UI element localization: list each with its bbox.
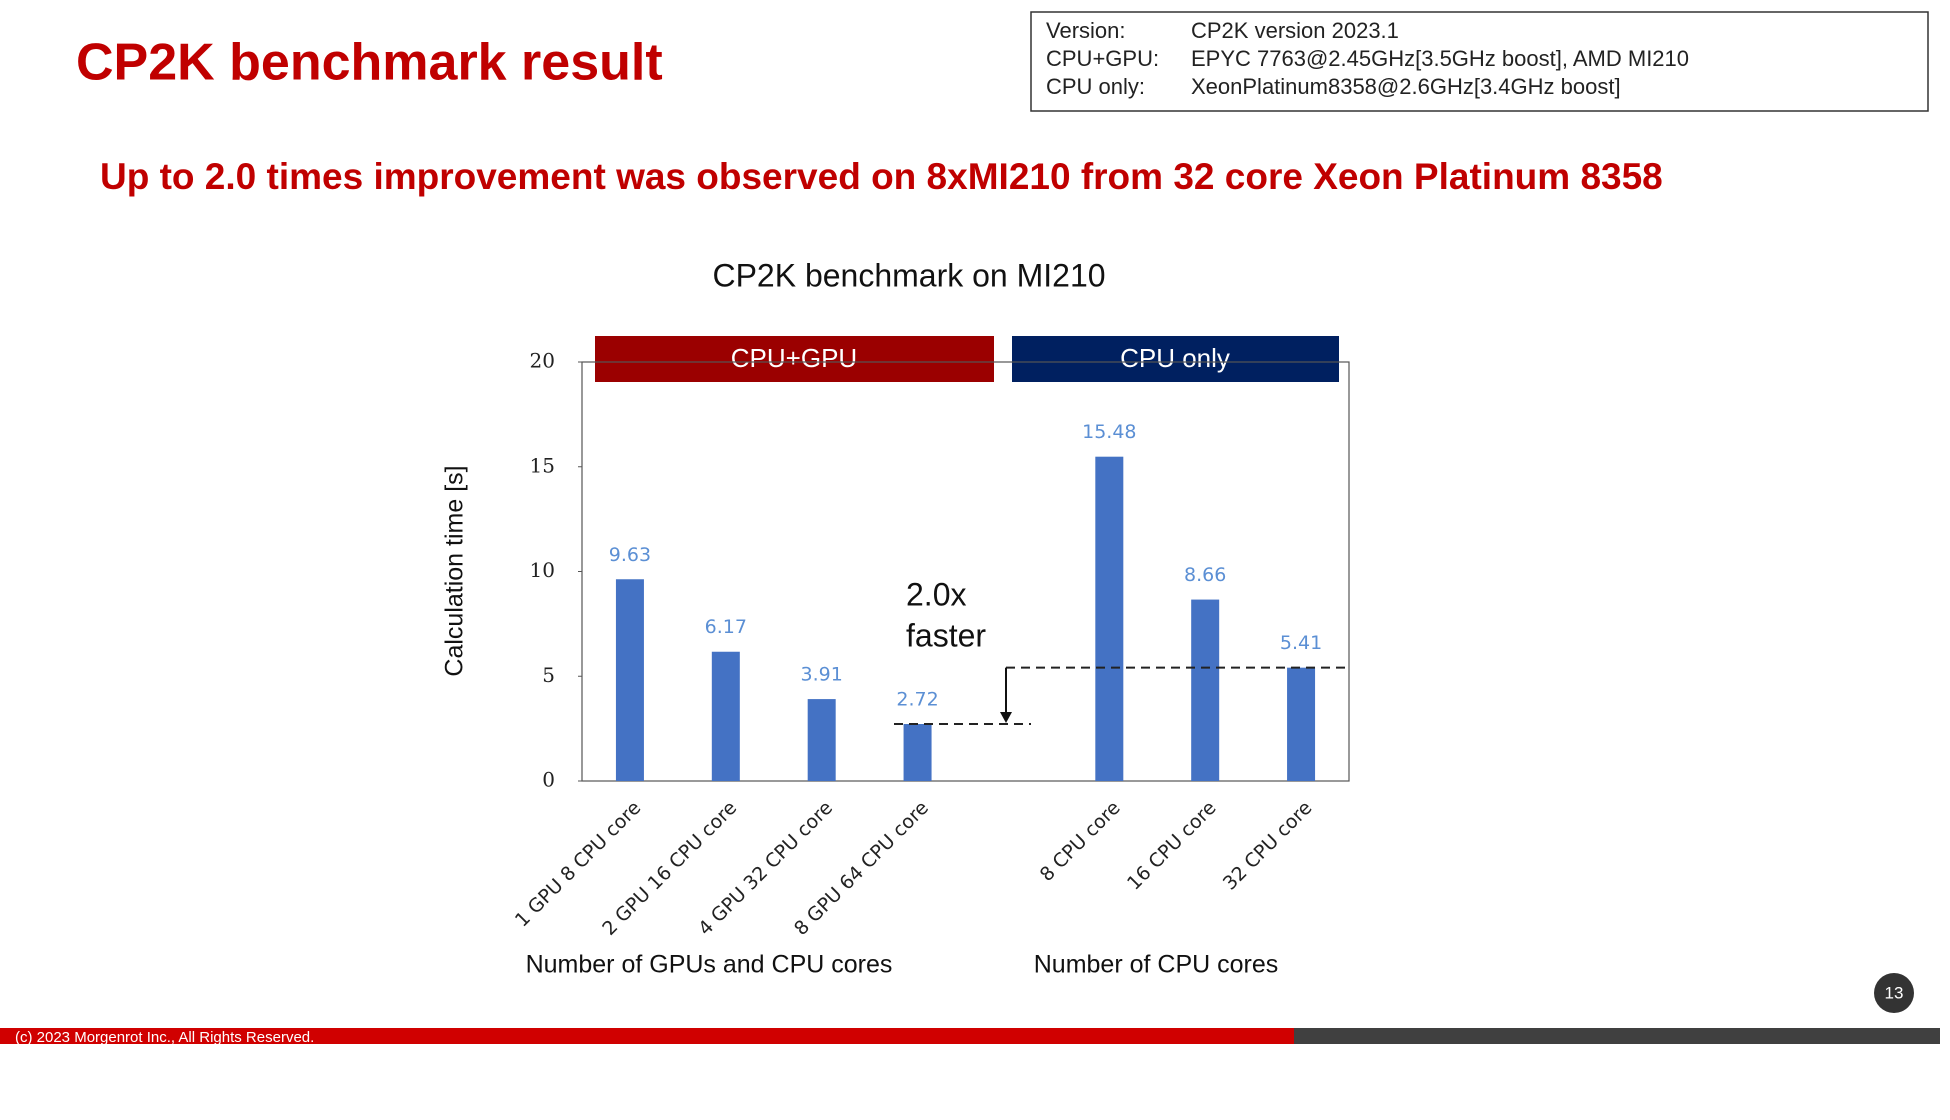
chart-title: CP2K benchmark on MI210 bbox=[712, 257, 1105, 293]
footer-bar bbox=[0, 1028, 1294, 1044]
info-value: XeonPlatinum8358@2.6GHz[3.4GHz boost] bbox=[1191, 74, 1621, 99]
y-tick-label: 10 bbox=[530, 558, 555, 582]
bar bbox=[1287, 667, 1316, 781]
y-tick-label: 15 bbox=[530, 453, 555, 477]
value-label: 3.91 bbox=[801, 664, 843, 686]
annotation: 2.0x bbox=[906, 576, 966, 612]
value-label: 6.17 bbox=[705, 616, 747, 638]
y-axis-label: Calculation time [s] bbox=[441, 465, 469, 676]
info-box bbox=[1030, 11, 1929, 112]
x-axis-label: Number of CPU cores bbox=[1034, 951, 1279, 979]
info-label: CPU+GPU: bbox=[1046, 46, 1159, 71]
group-label: CPU only bbox=[1120, 343, 1230, 373]
slide-title: CP2K benchmark result bbox=[76, 34, 663, 92]
bar bbox=[615, 579, 644, 781]
x-axis-label: Number of GPUs and CPU cores bbox=[526, 951, 893, 979]
info-label: Version: bbox=[1046, 18, 1126, 43]
group-label: CPU+GPU bbox=[731, 343, 857, 373]
info-value: EPYC 7763@2.45GHz[3.5GHz boost], AMD MI2… bbox=[1191, 46, 1689, 71]
group-header bbox=[1012, 336, 1339, 382]
bar bbox=[1095, 456, 1124, 781]
value-label: 5.41 bbox=[1280, 632, 1322, 654]
x-tick-label: 16 CPU core bbox=[1123, 797, 1221, 895]
x-tick-label: 32 CPU core bbox=[1219, 797, 1317, 895]
annotation: faster bbox=[906, 617, 986, 653]
group-header bbox=[595, 336, 994, 382]
value-label: 8.66 bbox=[1184, 564, 1226, 586]
value-label: 9.63 bbox=[609, 544, 651, 566]
y-tick-label: 5 bbox=[542, 663, 555, 687]
bar bbox=[807, 699, 836, 781]
plot-frame bbox=[581, 361, 1350, 782]
info-value: CP2K version 2023.1 bbox=[1191, 18, 1399, 43]
info-label: CPU only: bbox=[1046, 74, 1145, 99]
arrow-head bbox=[1000, 712, 1012, 724]
footer-text: (c) 2023 Morgenrot Inc., All Rights Rese… bbox=[15, 1029, 314, 1046]
bar bbox=[1191, 599, 1220, 781]
x-tick-label: 8 CPU core bbox=[1036, 797, 1125, 886]
page-badge bbox=[1874, 973, 1914, 1013]
bar bbox=[711, 651, 740, 781]
value-label: 15.48 bbox=[1082, 421, 1136, 443]
value-label: 2.72 bbox=[896, 689, 938, 711]
headline: Up to 2.0 times improvement was observed… bbox=[100, 156, 1663, 197]
footer-bar bbox=[1294, 1028, 1940, 1044]
y-tick-label: 0 bbox=[542, 768, 555, 792]
y-tick-label: 20 bbox=[530, 349, 555, 373]
bar bbox=[903, 724, 932, 781]
info-rows: Version: CP2K version 2023.1 CPU+GPU: EPYC … bbox=[1046, 18, 1689, 99]
page-number: 13 bbox=[1885, 983, 1904, 1002]
